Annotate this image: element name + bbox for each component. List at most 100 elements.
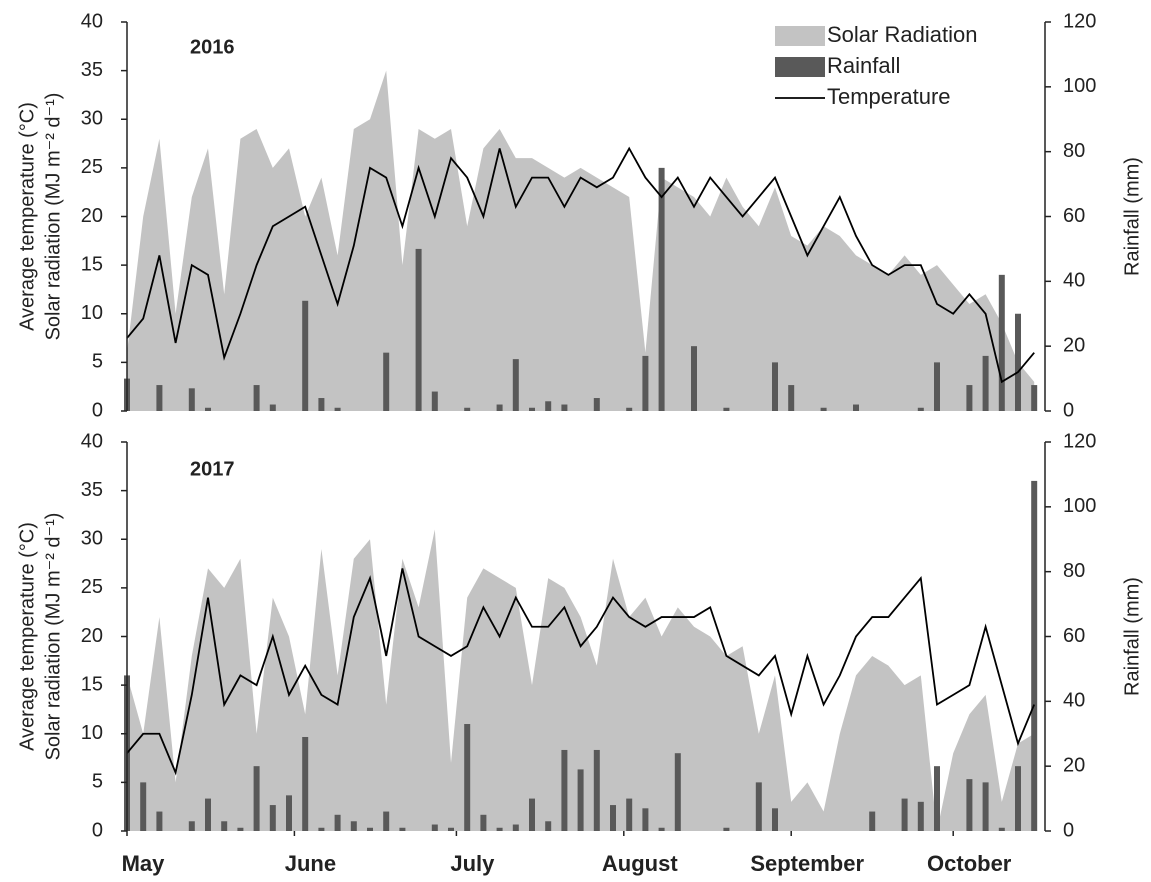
legend-label: Temperature [827, 84, 951, 109]
y-tick-label: 25 [81, 576, 103, 598]
rainfall-bar [772, 362, 778, 411]
rainfall-bar [464, 724, 471, 831]
rainfall-bar [545, 821, 552, 831]
y-tick-label: 5 [92, 351, 103, 373]
rainfall-bar [561, 404, 568, 411]
rainfall-bar [998, 274, 1005, 411]
y2-tick-label: 60 [1063, 625, 1085, 647]
rainfall-bar [188, 388, 195, 411]
rainfall-bar [998, 827, 1005, 831]
x-tick-label: June [285, 851, 336, 876]
rainfall-bar [577, 769, 584, 831]
rainfall-bar [253, 766, 260, 831]
legend-swatch [775, 26, 825, 46]
y-tick-label: 30 [81, 108, 103, 130]
rainfall-bar [205, 407, 211, 411]
rainfall-bar [982, 355, 989, 411]
rainfall-bar [674, 753, 681, 831]
y2-tick-label: 100 [1063, 495, 1096, 517]
rainfall-bar [658, 167, 665, 411]
rainfall-bar [642, 808, 649, 831]
rainfall-bar [431, 824, 438, 831]
rainfall-bar [221, 821, 228, 831]
rainfall-bar [529, 407, 535, 411]
rainfall-bar [788, 385, 795, 411]
y-tick-label: 5 [92, 771, 103, 793]
rainfall-bar [512, 824, 519, 831]
y2-tick-label: 100 [1063, 75, 1096, 97]
rainfall-bar [820, 407, 827, 411]
y2-tick-label: 60 [1063, 205, 1085, 227]
rainfall-bar [934, 362, 940, 411]
rainfall-bar [318, 398, 325, 411]
rainfall-bar [318, 827, 325, 831]
rainfall-bar [755, 782, 762, 831]
rainfall-bar [1015, 766, 1021, 831]
rainfall-bar [610, 805, 616, 831]
rainfall-bar [642, 355, 649, 411]
y-tick-label: 15 [81, 253, 103, 275]
y2-tick-label: 40 [1063, 270, 1085, 292]
rainfall-bar [415, 248, 422, 411]
x-tick-label: October [927, 851, 1012, 876]
rainfall-bar [205, 798, 211, 831]
rainfall-bar [869, 811, 876, 831]
rainfall-bar [464, 407, 471, 411]
rainfall-bar [480, 814, 487, 831]
y-tick-label: 15 [81, 673, 103, 695]
rainfall-bar [772, 808, 778, 831]
y2-tick-label: 0 [1063, 819, 1074, 841]
y2-axis-title: Rainfall (mm) [1121, 577, 1143, 696]
x-tick-label: August [602, 851, 678, 876]
rainfall-bar [334, 814, 341, 831]
rainfall-bar [626, 407, 633, 411]
rainfall-bar [399, 827, 406, 831]
rainfall-bar [658, 827, 665, 831]
rainfall-bar [334, 407, 341, 411]
y-tick-label: 35 [81, 479, 103, 501]
rainfall-bar [188, 821, 195, 831]
y2-tick-label: 120 [1063, 430, 1096, 452]
panel-title: 2017 [190, 458, 235, 480]
y-tick-label: 25 [81, 156, 103, 178]
y2-tick-label: 20 [1063, 754, 1085, 776]
rainfall-bar [593, 398, 600, 411]
rainfall-bar [302, 736, 309, 831]
y2-tick-label: 40 [1063, 690, 1085, 712]
rainfall-bar [853, 404, 859, 411]
rainfall-bar [691, 346, 697, 411]
rainfall-bar [723, 407, 730, 411]
rainfall-bar [431, 391, 438, 411]
rainfall-bar [529, 798, 535, 831]
rainfall-bar [269, 805, 276, 831]
y-tick-label: 20 [81, 625, 103, 647]
y-axis-title: Average temperature (°C) [16, 102, 38, 331]
temperature-line [126, 146, 1035, 384]
rainfall-bar [448, 827, 454, 831]
rainfall-bar [1031, 385, 1038, 411]
y2-tick-label: 20 [1063, 334, 1085, 356]
rainfall-bar [383, 811, 390, 831]
rainfall-bar [367, 827, 373, 831]
rainfall-bar [253, 385, 260, 411]
y-axis-title: Solar radiation (MJ m⁻² d⁻¹) [42, 513, 64, 761]
y-tick-label: 0 [92, 399, 103, 421]
rainfall-bar [593, 749, 600, 831]
rainfall-bar [237, 827, 244, 831]
rainfall-bar [156, 811, 163, 831]
rainfall-bar [496, 827, 503, 831]
y2-tick-label: 120 [1063, 10, 1096, 32]
rainfall-bar [383, 352, 390, 411]
rainfall-bar [626, 798, 633, 831]
y-tick-label: 10 [81, 302, 103, 324]
temperature-line [126, 568, 1036, 776]
y-axis-title: Solar radiation (MJ m⁻² d⁻¹) [42, 93, 64, 341]
y-tick-label: 10 [81, 722, 103, 744]
rainfall-bar [1031, 480, 1038, 831]
legend-label: Rainfall [827, 53, 900, 78]
rainfall-bar [982, 782, 989, 831]
y2-tick-label: 80 [1063, 140, 1085, 162]
y2-tick-label: 0 [1063, 399, 1074, 421]
rainfall-bar [934, 766, 940, 831]
